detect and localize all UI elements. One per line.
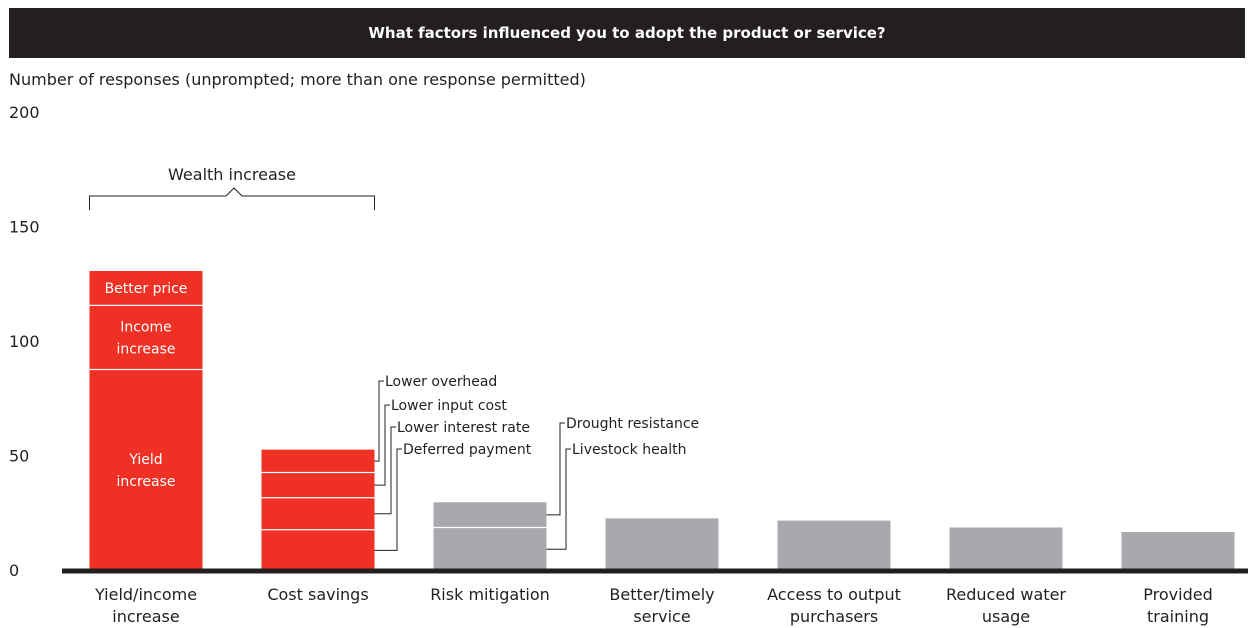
callout-leader xyxy=(374,404,390,486)
y-tick-label: 100 xyxy=(9,332,40,351)
x-tick-label: training xyxy=(1147,607,1209,626)
bar-segment xyxy=(261,449,375,473)
bar-segment xyxy=(261,529,375,571)
wealth-bracket xyxy=(89,187,375,210)
x-tick-label: Yield/income xyxy=(94,585,197,604)
bar-segment xyxy=(261,472,375,498)
x-tick-label: Reduced water xyxy=(946,585,1066,604)
chart-title: What factors influenced you to adopt the… xyxy=(9,8,1245,58)
callout-label: Lower overhead xyxy=(385,374,497,390)
x-tick-label: service xyxy=(633,607,690,626)
callout-label: Livestock health xyxy=(572,442,687,458)
bar-segment xyxy=(89,369,203,571)
y-tick-label: 0 xyxy=(9,561,19,580)
x-tick-label: Risk mitigation xyxy=(430,585,550,604)
y-tick-label: 150 xyxy=(9,218,40,237)
callout-label: Lower input cost xyxy=(391,398,507,414)
y-tick-label: 50 xyxy=(9,447,29,466)
callout-leader xyxy=(374,448,402,551)
bracket-label: Wealth increase xyxy=(168,165,296,184)
bar-segment xyxy=(89,271,203,306)
callout-leader xyxy=(374,380,384,462)
bar-segment xyxy=(89,305,203,370)
x-tick-label: usage xyxy=(982,607,1030,626)
segment-label: Yield xyxy=(128,452,162,468)
x-tick-label: purchasers xyxy=(790,607,878,626)
segment-label: Better price xyxy=(105,281,188,297)
bar-segment xyxy=(433,502,547,528)
callout-leader xyxy=(546,448,571,550)
bar-segment xyxy=(605,518,719,571)
callout-leader xyxy=(546,422,565,516)
bar-segment xyxy=(949,527,1063,571)
callout-label: Lower interest rate xyxy=(397,420,530,436)
callout-label: Deferred payment xyxy=(403,442,532,458)
x-tick-label: Better/timely xyxy=(609,585,714,604)
x-tick-label: Cost savings xyxy=(267,585,368,604)
x-tick-label: increase xyxy=(112,607,179,626)
segment-label: Income xyxy=(120,319,172,335)
bar-segment xyxy=(261,497,375,530)
y-tick-label: 200 xyxy=(9,103,40,122)
segment-label: increase xyxy=(116,474,175,490)
callout-label: Drought resistance xyxy=(566,416,699,432)
bar-segment xyxy=(433,527,547,571)
callout-leader xyxy=(374,426,396,515)
segment-label: increase xyxy=(116,341,175,357)
x-tick-label: Provided xyxy=(1143,585,1212,604)
chart-subtitle: Number of responses (unprompted; more th… xyxy=(9,70,586,89)
bar-segment xyxy=(1121,532,1235,571)
x-tick-label: Access to output xyxy=(767,585,901,604)
bar-segment xyxy=(777,520,891,571)
